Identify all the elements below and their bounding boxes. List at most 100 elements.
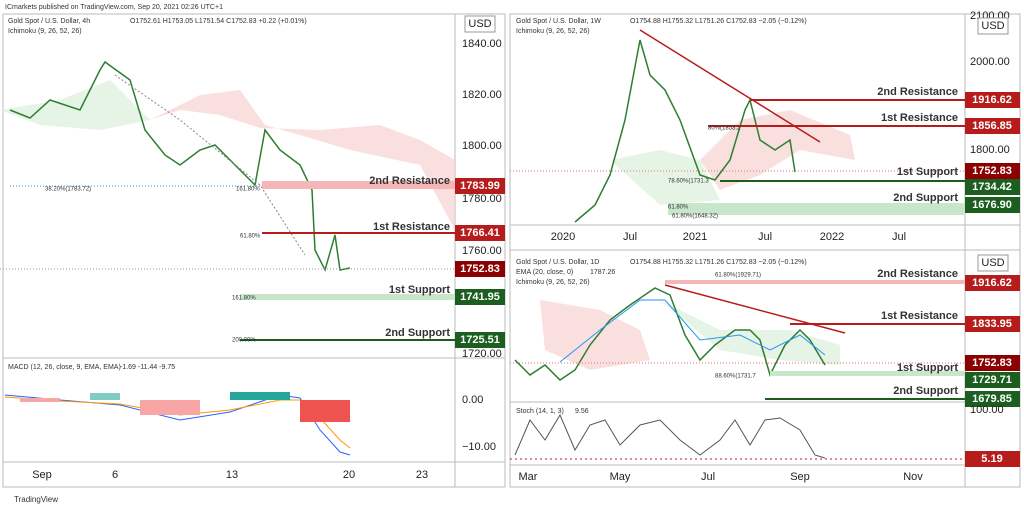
currency: USD xyxy=(468,18,491,30)
zone xyxy=(668,203,965,215)
currency-box xyxy=(464,15,496,33)
price-label: 1752.83 xyxy=(460,263,500,275)
level-name: 1st Resistance xyxy=(881,310,958,322)
price-path xyxy=(574,39,796,223)
price-box xyxy=(965,275,1020,291)
price-label: 1679.85 xyxy=(972,393,1012,405)
macd-label: MACD (12, 26, close, 9, EMA, EMA) xyxy=(8,364,121,371)
price-box xyxy=(965,355,1020,371)
trend-line xyxy=(639,29,821,143)
level-name: 2nd Support xyxy=(893,192,958,204)
fib-label: 200.00% xyxy=(232,338,256,344)
level-name: 2nd Resistance xyxy=(877,268,958,280)
study: Ichimoku (9, 26, 52, 26) xyxy=(516,279,590,286)
x-tick-label: 2021 xyxy=(683,231,707,243)
price-label: 1752.83 xyxy=(972,357,1012,369)
price-label: 1916.62 xyxy=(972,277,1012,289)
level-name: 2nd Resistance xyxy=(369,175,450,187)
level-name: 1st Resistance xyxy=(881,112,958,124)
x-tick-label: 23 xyxy=(416,469,428,481)
fib-label: 38.20%(1783.72) xyxy=(45,187,91,193)
title: Gold Spot / U.S. Dollar, 1W xyxy=(516,18,601,25)
fib-label: 78.60%(1731.3 xyxy=(668,179,709,185)
study: EMA (20, close, 0) xyxy=(516,269,573,276)
price-box xyxy=(455,225,505,241)
level-name: 2nd Support xyxy=(385,327,450,339)
fib-label: 80%(1853.2 xyxy=(708,126,741,132)
x-tick-label: Jul xyxy=(701,471,715,483)
histogram xyxy=(20,392,350,422)
stoch-label: Stoch (14, 1, 3) xyxy=(516,408,564,415)
ema-line xyxy=(559,299,826,363)
x-tick-label: Sep xyxy=(32,469,52,481)
fib-label: 161.80% xyxy=(236,187,260,193)
stoch-value: 9.56 xyxy=(575,408,589,415)
level-name: 1st Support xyxy=(897,166,958,178)
x-tick-label: Jul xyxy=(623,231,637,243)
level-name: 1st Support xyxy=(897,362,958,374)
level-name: 2nd Resistance xyxy=(877,86,958,98)
x-tick-label: May xyxy=(610,471,631,483)
level-name: 1st Resistance xyxy=(373,221,450,233)
y-tick-label: −10.00 xyxy=(462,441,496,453)
x-tick-label: 6 xyxy=(112,469,118,481)
price-label: 1833.95 xyxy=(972,318,1012,330)
y-tick-label: 100.00 xyxy=(970,404,1004,416)
cloud xyxy=(660,300,840,365)
cloud xyxy=(540,300,650,370)
price-box xyxy=(965,316,1020,332)
currency: USD xyxy=(981,257,1004,269)
study-value: 1787.26 xyxy=(590,269,615,276)
cloud xyxy=(610,150,720,205)
price-box xyxy=(965,118,1020,134)
price-box xyxy=(965,451,1020,467)
currency-box xyxy=(977,254,1009,272)
price-box xyxy=(965,179,1020,195)
fib-label: 61.80% xyxy=(668,205,689,211)
y-tick-label: 1800.00 xyxy=(462,140,502,152)
y-tick-label: 2000.00 xyxy=(970,56,1010,68)
ohlc: O1754.88 H1755.32 L1751.26 C1752.83 −2.0… xyxy=(630,259,807,266)
level-name: 1st Support xyxy=(389,284,450,296)
price-label: 1676.90 xyxy=(972,199,1012,211)
fib-label: 61.80%(1648.32) xyxy=(672,214,718,220)
price-label: 1734.42 xyxy=(972,181,1012,193)
title: Gold Spot / U.S. Dollar, 4h xyxy=(8,18,90,25)
signal-line xyxy=(4,396,351,449)
y-tick-label: 1820.00 xyxy=(462,89,502,101)
x-tick-label: Jul xyxy=(758,231,772,243)
price-box xyxy=(455,332,505,348)
price-label: 1725.51 xyxy=(460,334,500,346)
study: Ichimoku (9, 26, 52, 26) xyxy=(8,28,82,35)
x-tick-label: Sep xyxy=(790,471,810,483)
stoch-line xyxy=(514,413,826,459)
x-tick-label: 2022 xyxy=(820,231,844,243)
zone xyxy=(665,280,965,284)
price-box xyxy=(455,178,505,194)
x-tick-label: Jul xyxy=(892,231,906,243)
x-tick-label: 2020 xyxy=(551,231,575,243)
publisher: ICmarkets published on TradingView.com, … xyxy=(5,4,223,11)
price-label: 1752.83 xyxy=(972,165,1012,177)
price-box xyxy=(965,372,1020,388)
zone xyxy=(240,294,455,300)
price-box xyxy=(965,163,1020,179)
y-tick-label: 1840.00 xyxy=(462,38,502,50)
price-box xyxy=(455,289,505,305)
footer: TradingView xyxy=(14,495,58,504)
x-tick-label: Mar xyxy=(519,471,538,483)
y-tick-label: 1800.00 xyxy=(970,144,1010,156)
ohlc: O1752.61 H1753.05 L1751.54 C1752.83 +0.2… xyxy=(130,18,307,25)
y-tick-label: 1780.00 xyxy=(462,193,502,205)
study: Ichimoku (9, 26, 52, 26) xyxy=(516,28,590,35)
zone xyxy=(770,371,965,376)
price-box xyxy=(965,197,1020,213)
y-tick-label: 1760.00 xyxy=(462,245,502,257)
y-tick-label: 1720.00 xyxy=(462,348,502,360)
currency-box xyxy=(977,17,1009,35)
price-label: 1856.85 xyxy=(972,120,1012,132)
fib-label: 61.80%(1929.71) xyxy=(715,273,761,279)
price-box xyxy=(455,261,505,277)
